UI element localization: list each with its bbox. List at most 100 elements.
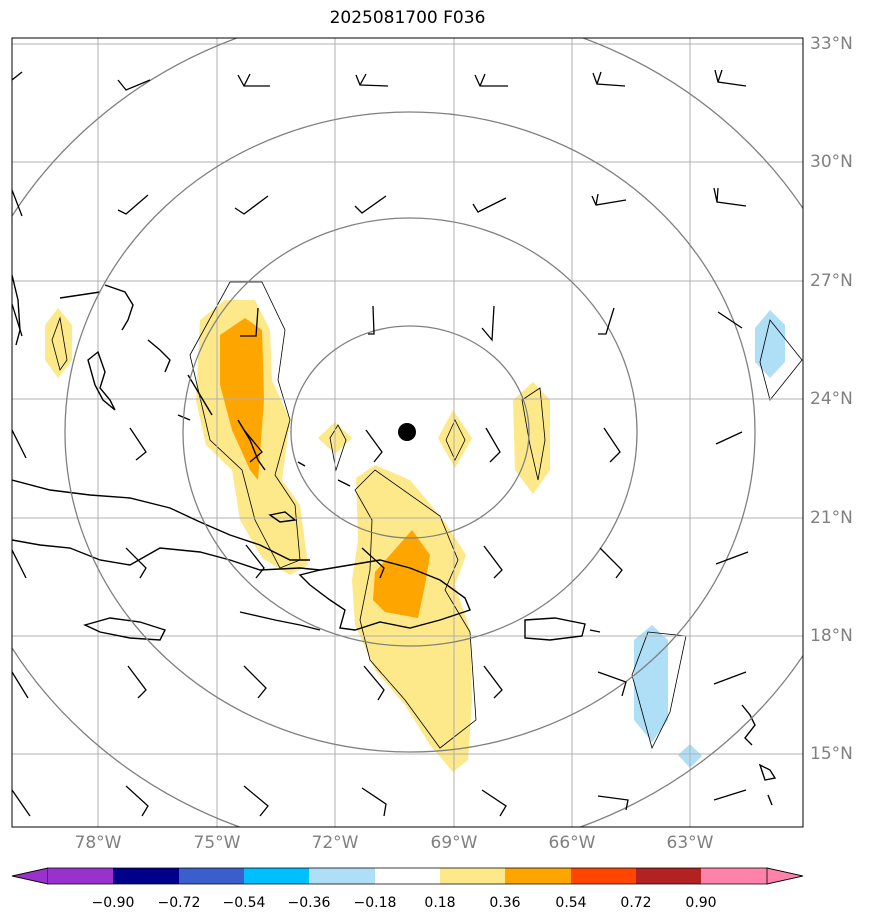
wind-barb (598, 307, 615, 335)
colorbar-segment (309, 868, 375, 884)
colorbar-label: 0.36 (489, 895, 521, 911)
coast-puerto-rico (524, 617, 586, 641)
colorbar-label: 0.18 (424, 895, 456, 911)
lat-label: 27°N (810, 271, 853, 291)
wind-barb (365, 429, 383, 463)
wind-barb (485, 427, 501, 463)
wind-barb (129, 427, 147, 461)
wind-barb (361, 547, 385, 579)
coast-acklins (268, 511, 297, 523)
wind-barb (597, 795, 629, 811)
wind-barb (592, 71, 626, 87)
colorbar (11, 867, 804, 885)
wind-barb (361, 787, 387, 817)
wind-barb (474, 73, 508, 87)
wind-barb (599, 547, 623, 579)
outline-west (189, 281, 301, 569)
wind-barb (717, 311, 743, 329)
wind-barb (117, 194, 149, 215)
wind-barb (472, 197, 507, 213)
lat-label: 21°N (810, 508, 853, 528)
range-rings (12, 38, 803, 827)
outline-se (631, 631, 687, 750)
colorbar-segment (375, 868, 440, 884)
lon-label: 63°W (666, 833, 714, 853)
gridlines (12, 38, 803, 827)
lat-label: 30°N (810, 152, 853, 172)
wind-barb (483, 665, 503, 699)
wind-barb (713, 671, 747, 685)
wind-barb (603, 427, 621, 463)
wind-barb (240, 307, 259, 337)
wind-barb (12, 189, 23, 217)
coast-hispaniola (298, 559, 471, 631)
lat-label: 24°N (810, 389, 853, 409)
coast-grand-bahama (59, 291, 101, 299)
wind-barb (245, 544, 265, 579)
coastlines (12, 274, 777, 806)
coast-haiti-sw (239, 611, 321, 631)
wind-barb (243, 785, 269, 817)
wind-barb (368, 305, 375, 335)
coast-cuba-south (12, 539, 321, 571)
wind-barb (714, 69, 747, 87)
colorbar-segment (636, 868, 701, 884)
shade-small-west (45, 308, 72, 378)
wind-barb (127, 665, 147, 699)
colorbar-extend-low (11, 867, 49, 885)
coast-turks (297, 461, 306, 467)
colorbar-label: −0.54 (222, 895, 266, 911)
colorbar-segment (179, 868, 244, 884)
shade-neg-se (634, 625, 668, 742)
colorbar-label: −0.36 (287, 895, 331, 911)
outline-center-right (445, 419, 466, 461)
colorbar-segment (48, 868, 113, 884)
wind-barb (483, 545, 503, 579)
outline-small-west (51, 316, 68, 371)
outline-south (354, 469, 477, 749)
negative-contours (634, 310, 785, 768)
wind-barb (243, 665, 267, 699)
wind-barb (234, 195, 269, 215)
wind-barb (12, 303, 23, 337)
lat-label: 18°N (810, 626, 853, 646)
wind-barb (481, 789, 507, 817)
coast-cuba-north (12, 479, 310, 561)
shade-south-band (352, 465, 472, 772)
shade-neg-ne (755, 310, 785, 378)
range-ring-3 (64, 111, 756, 753)
colorbar-label: −0.18 (353, 895, 397, 911)
colorbar-outline (11, 867, 804, 885)
coast-inagua (337, 479, 351, 487)
coast-jamaica (82, 617, 166, 641)
wind-barb (12, 671, 29, 699)
wind-barb (125, 785, 149, 817)
coast-eleuthera (147, 339, 171, 373)
colorbar-segment (701, 868, 767, 884)
wind-barb (12, 549, 27, 579)
outline-ne (759, 319, 803, 401)
map-frame (11, 37, 804, 828)
lat-label: 15°N (810, 744, 853, 764)
range-ring-1 (290, 325, 530, 539)
coast-lesser-antilles (741, 704, 756, 746)
colorbar-segment (505, 868, 571, 884)
colorbar-segment (440, 868, 505, 884)
lon-label: 66°W (548, 833, 596, 853)
wind-barb (715, 431, 743, 445)
lon-label: 75°W (193, 833, 241, 853)
wind-barbs (12, 69, 749, 817)
coast-martinique (767, 794, 773, 806)
wind-barb (355, 73, 389, 87)
coast-andros (87, 350, 116, 411)
positive-contours (45, 300, 550, 772)
wind-barb (591, 193, 627, 206)
storm-center-dot (398, 423, 416, 441)
lon-label: 72°W (311, 833, 359, 853)
wind-barb (12, 71, 23, 81)
wind-barb (354, 195, 387, 214)
colorbar-label: −0.72 (157, 895, 201, 911)
lat-label: 33°N (810, 34, 853, 54)
wind-barb (363, 665, 385, 701)
